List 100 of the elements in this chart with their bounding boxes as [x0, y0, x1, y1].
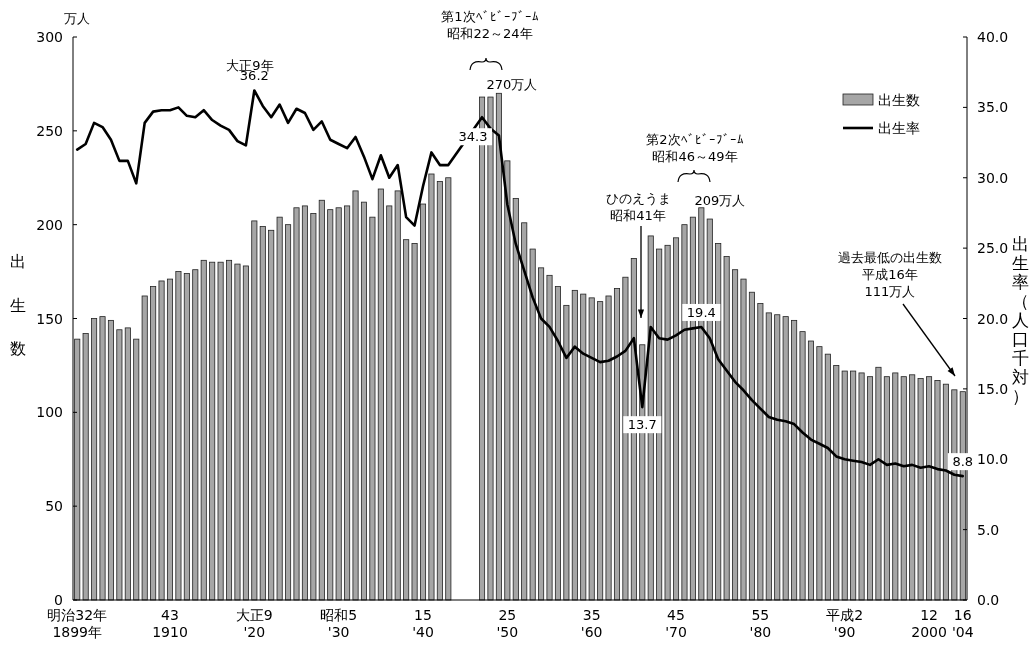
bar [428, 173, 435, 601]
annotation: 209万人 [694, 193, 746, 208]
bar [124, 327, 131, 601]
bar [107, 319, 114, 601]
annotation: 昭和41年 [610, 208, 666, 223]
x-tick-label: 25 '50 [496, 607, 519, 640]
y-tick-label: 150 [36, 310, 63, 327]
bar [917, 378, 924, 601]
annotation: 平成16年 [862, 267, 918, 282]
bar [605, 295, 612, 601]
bar [858, 372, 865, 601]
x-tick-label: 45 '70 [665, 607, 687, 640]
y2-tick-label: 20.0 [977, 310, 1009, 327]
bar [318, 199, 325, 601]
x-tick-label: 平成2 '90 [826, 607, 864, 640]
bar [183, 273, 190, 601]
annotation: 昭和22～24年 [447, 26, 533, 41]
x-tick-label: 12 2000 [911, 607, 947, 640]
y2-tick-label: 5.0 [977, 521, 1000, 538]
bar [91, 318, 98, 601]
bar [175, 271, 182, 601]
bar [529, 248, 536, 601]
annotation: 過去最低の出生数 [838, 250, 942, 265]
y-tick-label: 300 [36, 29, 63, 45]
bar [377, 188, 384, 601]
bar [99, 316, 106, 601]
bar [150, 286, 157, 601]
x-tick-label: 43 1910 [152, 607, 188, 640]
bar [934, 380, 941, 601]
bar [757, 303, 764, 601]
x-tick-label: 16 '04 [951, 607, 974, 640]
bar [217, 261, 224, 601]
bar [681, 224, 688, 601]
bar [875, 366, 882, 601]
bar [82, 333, 89, 601]
data-label: 8.8 [952, 454, 974, 470]
bar [285, 224, 292, 601]
bar [748, 291, 755, 601]
bar [571, 289, 578, 601]
text: 第1次ﾍﾞﾋﾞｰﾌﾞｰﾑ [441, 9, 539, 24]
x-tick-label: 大正9 '20 [235, 607, 273, 640]
bar [546, 274, 553, 601]
annotation: 270万人 [486, 77, 538, 92]
bar [116, 329, 123, 601]
annotation: 昭和46～49年 [652, 149, 738, 164]
bar [276, 216, 283, 601]
y-tick-label: 50 [45, 498, 63, 515]
y2-tick-label: 35.0 [977, 99, 1009, 116]
bar [445, 177, 452, 601]
bar [369, 216, 376, 601]
bar [495, 92, 502, 601]
data-label: 34.3 [458, 129, 488, 145]
bar [715, 243, 722, 601]
x-tick-label: 15 '40 [412, 607, 434, 640]
y2-tick-label: 15.0 [977, 380, 1009, 397]
bar [824, 353, 831, 601]
x-tick-label: 明治32年 1899年 [47, 607, 108, 640]
bar [664, 244, 671, 601]
legend-label: 出生率 [878, 120, 920, 136]
bar [293, 207, 300, 601]
bar [613, 288, 621, 601]
y2-tick-label: 10.0 [977, 451, 1009, 468]
bar [656, 248, 663, 601]
bar [673, 237, 680, 601]
bar [411, 243, 418, 601]
bar [403, 239, 410, 601]
y-axis-title: 出生数 [8, 240, 28, 372]
y2-tick-label: 40.0 [977, 29, 1009, 45]
bar [622, 276, 629, 601]
data-label: 13.7 [627, 417, 657, 433]
data-label: 19.4 [686, 304, 716, 320]
y2-tick-label: 0.0 [977, 592, 1000, 608]
bar [521, 222, 528, 601]
bar [942, 383, 949, 601]
bar [226, 259, 233, 601]
bar [487, 96, 494, 601]
bar [352, 190, 359, 601]
bar [242, 265, 249, 601]
bar [850, 370, 857, 601]
bar [867, 376, 874, 601]
bar [554, 286, 561, 601]
bar [209, 261, 216, 601]
bar [166, 278, 174, 601]
bar [310, 213, 317, 601]
y2-tick-label: 30.0 [977, 169, 1009, 186]
bar [765, 312, 772, 601]
bar [504, 160, 511, 601]
annotation: 111万人 [864, 284, 916, 299]
bar [344, 205, 351, 601]
bar [512, 197, 519, 601]
annotation: 第2次ﾍﾞﾋﾞｰﾌﾞｰﾑ [646, 132, 744, 147]
bar [883, 376, 890, 601]
bar [732, 269, 739, 601]
bar [807, 340, 814, 601]
bar [420, 203, 427, 601]
x-tick-label: 35 '60 [580, 607, 603, 640]
bar [740, 278, 747, 601]
x-tick-label: 55 '80 [749, 607, 772, 640]
bar [436, 181, 443, 601]
text: 万人 [64, 11, 90, 26]
